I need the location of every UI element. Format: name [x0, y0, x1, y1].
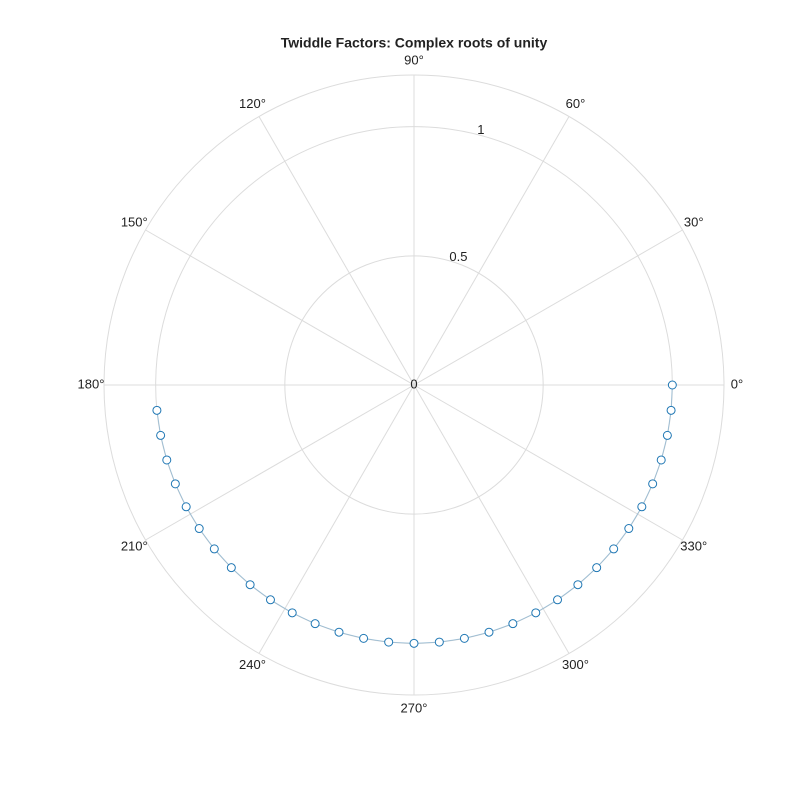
- point: [624, 524, 634, 534]
- point: [662, 430, 672, 440]
- theta-tick-label: 210°: [121, 538, 148, 553]
- point: [209, 544, 219, 554]
- point: [648, 479, 658, 489]
- theta-tick-label: 30°: [684, 214, 704, 229]
- point: [434, 637, 444, 647]
- theta-tick-label: 90°: [404, 52, 424, 67]
- chart-title: Twiddle Factors: Complex roots of unity: [281, 35, 548, 51]
- grid-spoke: [258, 384, 415, 654]
- point: [359, 633, 369, 643]
- grid-spoke: [145, 229, 415, 386]
- point: [265, 595, 275, 605]
- point: [553, 595, 563, 605]
- point: [508, 619, 518, 629]
- point: [287, 608, 297, 618]
- point: [484, 627, 494, 637]
- r-tick-label: 0: [410, 376, 417, 391]
- theta-tick-label: 60°: [566, 96, 586, 111]
- point: [152, 405, 162, 415]
- point: [531, 608, 541, 618]
- grid-spoke: [145, 384, 415, 541]
- theta-tick-label: 0°: [731, 376, 743, 391]
- theta-tick-label: 150°: [121, 214, 148, 229]
- point: [181, 502, 191, 512]
- point: [334, 627, 344, 637]
- theta-tick-label: 120°: [239, 96, 266, 111]
- theta-tick-label: 240°: [239, 657, 266, 672]
- grid-spoke: [413, 384, 570, 654]
- point: [573, 580, 583, 590]
- point: [226, 563, 236, 573]
- point: [609, 544, 619, 554]
- r-tick-label: 1: [477, 122, 484, 137]
- theta-tick-label: 270°: [401, 700, 428, 715]
- point: [194, 524, 204, 534]
- point: [162, 455, 172, 465]
- point: [637, 502, 647, 512]
- theta-tick-label: 300°: [562, 657, 589, 672]
- point: [245, 580, 255, 590]
- point: [656, 455, 666, 465]
- point: [156, 430, 166, 440]
- theta-tick-label: 180°: [78, 376, 105, 391]
- point: [666, 405, 676, 415]
- grid-spoke: [413, 116, 570, 386]
- theta-tick-label: 330°: [680, 538, 707, 553]
- grid-spoke: [413, 384, 683, 541]
- point: [459, 633, 469, 643]
- r-tick-label: 0.5: [449, 249, 467, 264]
- point: [592, 563, 602, 573]
- point: [310, 619, 320, 629]
- grid-spoke: [258, 116, 415, 386]
- grid-spoke: [413, 229, 683, 386]
- point: [667, 380, 677, 390]
- point: [409, 638, 419, 648]
- point: [170, 479, 180, 489]
- point: [384, 637, 394, 647]
